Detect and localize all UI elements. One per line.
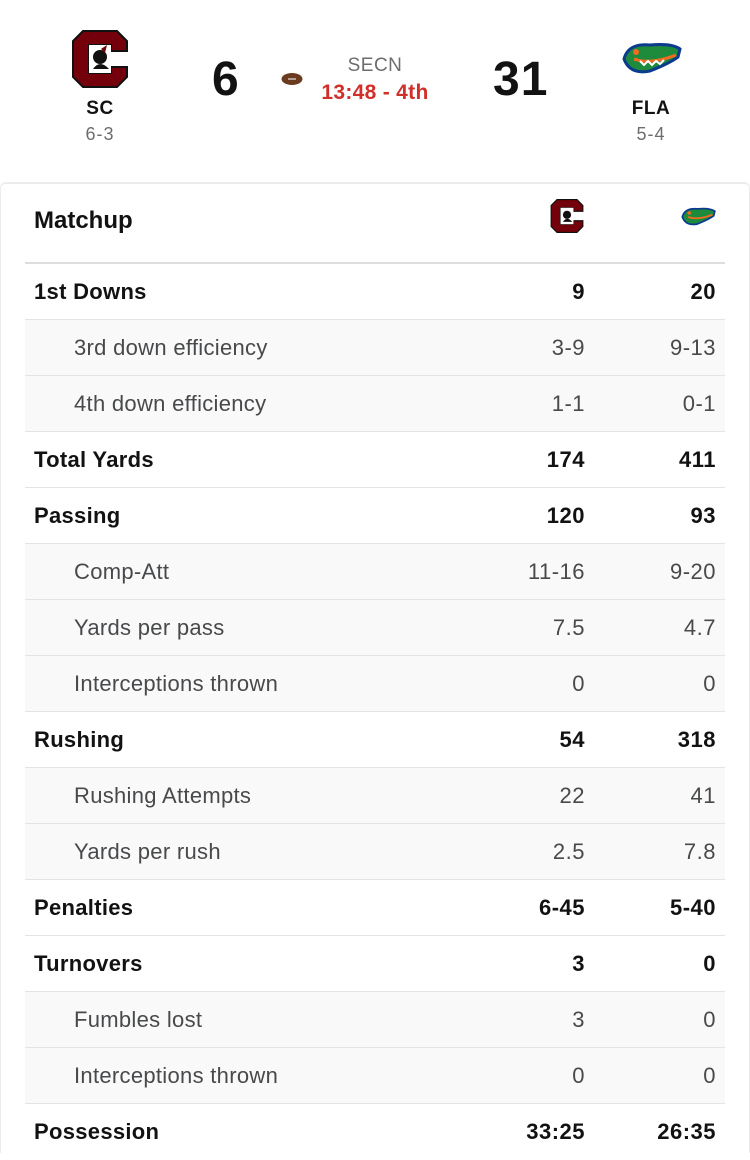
stat-away-value: 33:25 [526,1119,585,1144]
stat-away-value: 0 [572,1062,585,1088]
stat-label: 1st Downs [34,278,147,304]
game-status: SECN 13:48 - 4th [300,55,450,105]
away-score: 6 [212,53,240,106]
stat-away-value: 3 [572,950,585,976]
stat-label: Total Yards [34,446,154,472]
stat-home-value: 26:35 [657,1119,716,1144]
gamecock-mini-icon [550,198,584,239]
stat-row-fourth-down: 4th down efficiency 1-1 0-1 [25,376,725,432]
stat-away-value: 11-16 [527,558,585,584]
stat-away-value: 3-9 [551,334,585,360]
stat-away-value: 54 [559,726,585,752]
stat-home-value: 4.7 [683,614,716,640]
stat-row-penalties: Penalties 6-45 5-40 [25,880,725,936]
matchup-card: Matchup 1st Downs 9 20 3rd down efficien… [0,182,750,1153]
stat-label: 4th down efficiency [74,390,267,416]
stat-row-yards-per-pass: Yards per pass 7.5 4.7 [25,600,725,656]
stat-row-interceptions-thrown: Interceptions thrown 0 0 [25,656,725,712]
matchup-header: Matchup [25,184,725,264]
football-icon [281,72,303,91]
away-abbr: SC [86,98,114,119]
stat-label: Turnovers [34,950,143,976]
stat-away-value: 22 [559,782,585,808]
stat-label: Fumbles lost [74,1006,203,1032]
stat-row-first-downs: 1st Downs 9 20 [25,264,725,320]
stat-label: Comp-Att [74,558,170,584]
stat-away-value: 174 [546,446,585,472]
stat-row-interceptions-thrown-2: Interceptions thrown 0 0 [25,1048,725,1104]
stat-row-fumbles-lost: Fumbles lost 3 0 [25,992,725,1048]
stat-label: Rushing Attempts [74,782,252,808]
stat-label: Passing [34,502,121,528]
away-record: 6-3 [85,124,115,144]
stat-home-value: 9-20 [669,558,716,584]
stat-away-value: 7.5 [552,614,585,640]
stat-home-value: 0 [703,670,716,696]
home-abbr: FLA [631,98,671,119]
stat-row-possession: Possession 33:25 26:35 [25,1104,725,1160]
stat-home-value: 0 [703,950,716,976]
stat-row-yards-per-rush: Yards per rush 2.5 7.8 [25,824,725,880]
stat-label: Yards per pass [74,614,225,640]
stat-label: Interceptions thrown [74,1062,279,1088]
stat-row-comp-att: Comp-Att 11-16 9-20 [25,544,725,600]
stat-row-turnovers: Turnovers 3 0 [25,936,725,992]
matchup-title: Matchup [34,207,133,234]
stat-label: Penalties [34,894,134,920]
stat-home-value: 0 [703,1062,716,1088]
stat-label: Interceptions thrown [74,670,279,696]
stat-home-value: 0 [703,1006,716,1032]
stat-home-value: 20 [690,278,716,304]
network-label: SECN [347,55,403,76]
stat-away-value: 1-1 [551,390,585,416]
stat-row-rushing-attempts: Rushing Attempts 22 41 [25,768,725,824]
gator-logo-icon [591,26,711,92]
away-team[interactable]: SC 6-3 [40,26,160,145]
stat-label: 3rd down efficiency [74,334,268,360]
stat-row-passing: Passing 120 93 [25,488,725,544]
stat-home-value: 41 [690,782,716,808]
stat-away-value: 2.5 [552,838,585,864]
stat-label: Possession [34,1119,160,1144]
stat-away-value: 9 [572,278,585,304]
game-clock: 13:48 - 4th [321,81,429,104]
home-score: 31 [493,53,549,106]
stat-home-value: 411 [679,446,716,472]
home-team[interactable]: FLA 5-4 [591,26,711,145]
gator-mini-icon [680,204,716,235]
stat-home-value: 0-1 [682,390,716,416]
stat-home-value: 318 [677,726,716,752]
stat-away-value: 120 [546,502,585,528]
stat-home-value: 7.8 [683,838,716,864]
stat-row-third-down: 3rd down efficiency 3-9 9-13 [25,320,725,376]
stat-row-rushing: Rushing 54 318 [25,712,725,768]
stat-away-value: 3 [572,1006,585,1032]
stat-label: Yards per rush [74,838,221,864]
home-record: 5-4 [636,124,666,144]
stat-label: Rushing [34,726,125,752]
gamecock-logo-icon [40,26,160,92]
stat-away-value: 0 [572,670,585,696]
stat-row-total-yards: Total Yards 174 411 [25,432,725,488]
stat-home-value: 5-40 [669,894,716,920]
stat-away-value: 6-45 [538,894,585,920]
scoreboard: SC 6-3 6 SECN 13:48 - 4th 31 FLA 5-4 [0,0,750,182]
stat-home-value: 9-13 [669,334,716,360]
stat-home-value: 93 [690,502,716,528]
stat-rows: 1st Downs 9 20 3rd down efficiency 3-9 9… [25,264,725,1160]
